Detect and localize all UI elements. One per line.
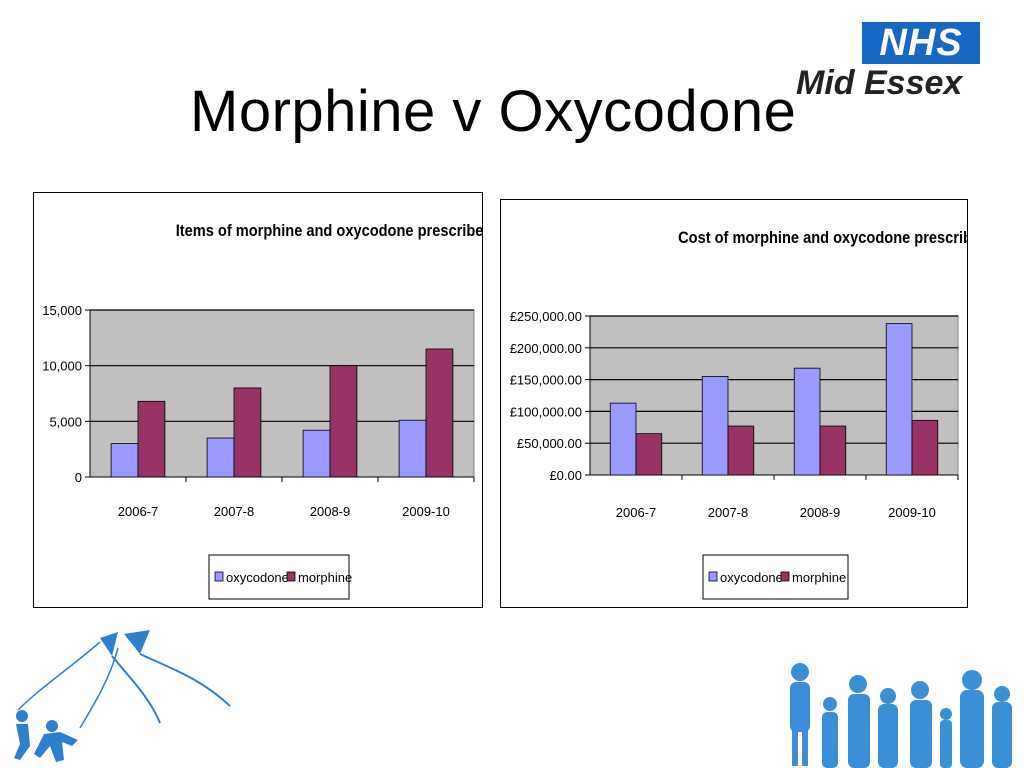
bar-morphine [727,425,755,476]
x-tick-label: 2007-8 [708,505,748,520]
legend-label-oxycodone: oxycodone [720,570,783,585]
legend-swatch-oxycodone [214,571,224,582]
y-tick-label: 15,000 [42,303,82,318]
legend-box [702,554,849,600]
x-tick-label: 2009-10 [402,504,450,519]
bar-morphine [635,433,663,476]
y-tick-label: 0 [75,470,82,485]
bar-morphine [911,419,939,476]
bar-morphine [137,400,166,478]
bar-oxycodone [110,443,139,478]
x-tick-label: 2008-9 [310,504,350,519]
cost-chart-panel: Cost of morphine and oxycodone prescribi… [500,199,994,608]
legend-swatch-morphine [286,571,296,582]
legend: oxycodone morphine [702,554,849,600]
bar-oxycodone [206,437,235,478]
legend-label-morphine: morphine [792,570,846,585]
x-tick-label: 2006-7 [118,504,158,519]
x-tick-label: 2007-8 [214,504,254,519]
bar-morphine [425,348,454,478]
x-tick-label: 2006-7 [616,505,656,520]
legend-box [208,554,350,600]
legend-swatch-oxycodone [708,571,718,582]
y-tick-label: 10,000 [42,359,82,374]
y-tick-label: £100,000.00 [510,404,582,419]
nhs-logo: NHS Mid Essex [792,18,992,102]
chart-title: Items of morphine and oxycodone prescrib… [176,222,482,240]
y-tick-label: £150,000.00 [510,373,582,388]
y-tick-label: £0.00 [549,468,582,483]
legend-swatch-morphine [780,571,790,582]
bar-oxycodone [793,367,821,476]
bar-oxycodone [609,402,637,476]
kite-children-illustration [14,630,231,762]
legend-label-morphine: morphine [298,570,352,585]
items-chart-panel: Items of morphine and oxycodone prescrib… [33,192,492,608]
legend: oxycodone morphine [208,554,352,600]
x-tick-label: 2009-10 [888,505,936,520]
bar-morphine [819,425,847,476]
bar-morphine [233,387,262,478]
x-tick-label: 2008-9 [800,505,840,520]
slide-title: Morphine v Oxycodone [190,79,797,144]
y-tick-label: £50,000.00 [517,436,582,451]
bar-oxycodone [302,429,331,478]
bar-oxycodone [398,419,427,478]
legend-label-oxycodone: oxycodone [226,570,289,585]
bar-morphine [329,365,358,478]
chart-title: Cost of morphine and oxycodone prescribi… [678,229,967,247]
y-tick-label: £200,000.00 [510,341,582,356]
nhs-logo-mark: NHS [862,22,980,64]
nhs-logo-org: Mid Essex [796,64,963,102]
cost-chart: Cost of morphine and oxycodone prescribi… [510,229,994,600]
y-tick-label: £250,000.00 [510,309,582,324]
people-silhouettes-illustration [790,663,1012,768]
bar-oxycodone [885,323,913,476]
bar-oxycodone [701,376,729,476]
items-chart: Items of morphine and oxycodone prescrib… [42,222,492,600]
y-tick-label: 5,000 [49,414,82,429]
